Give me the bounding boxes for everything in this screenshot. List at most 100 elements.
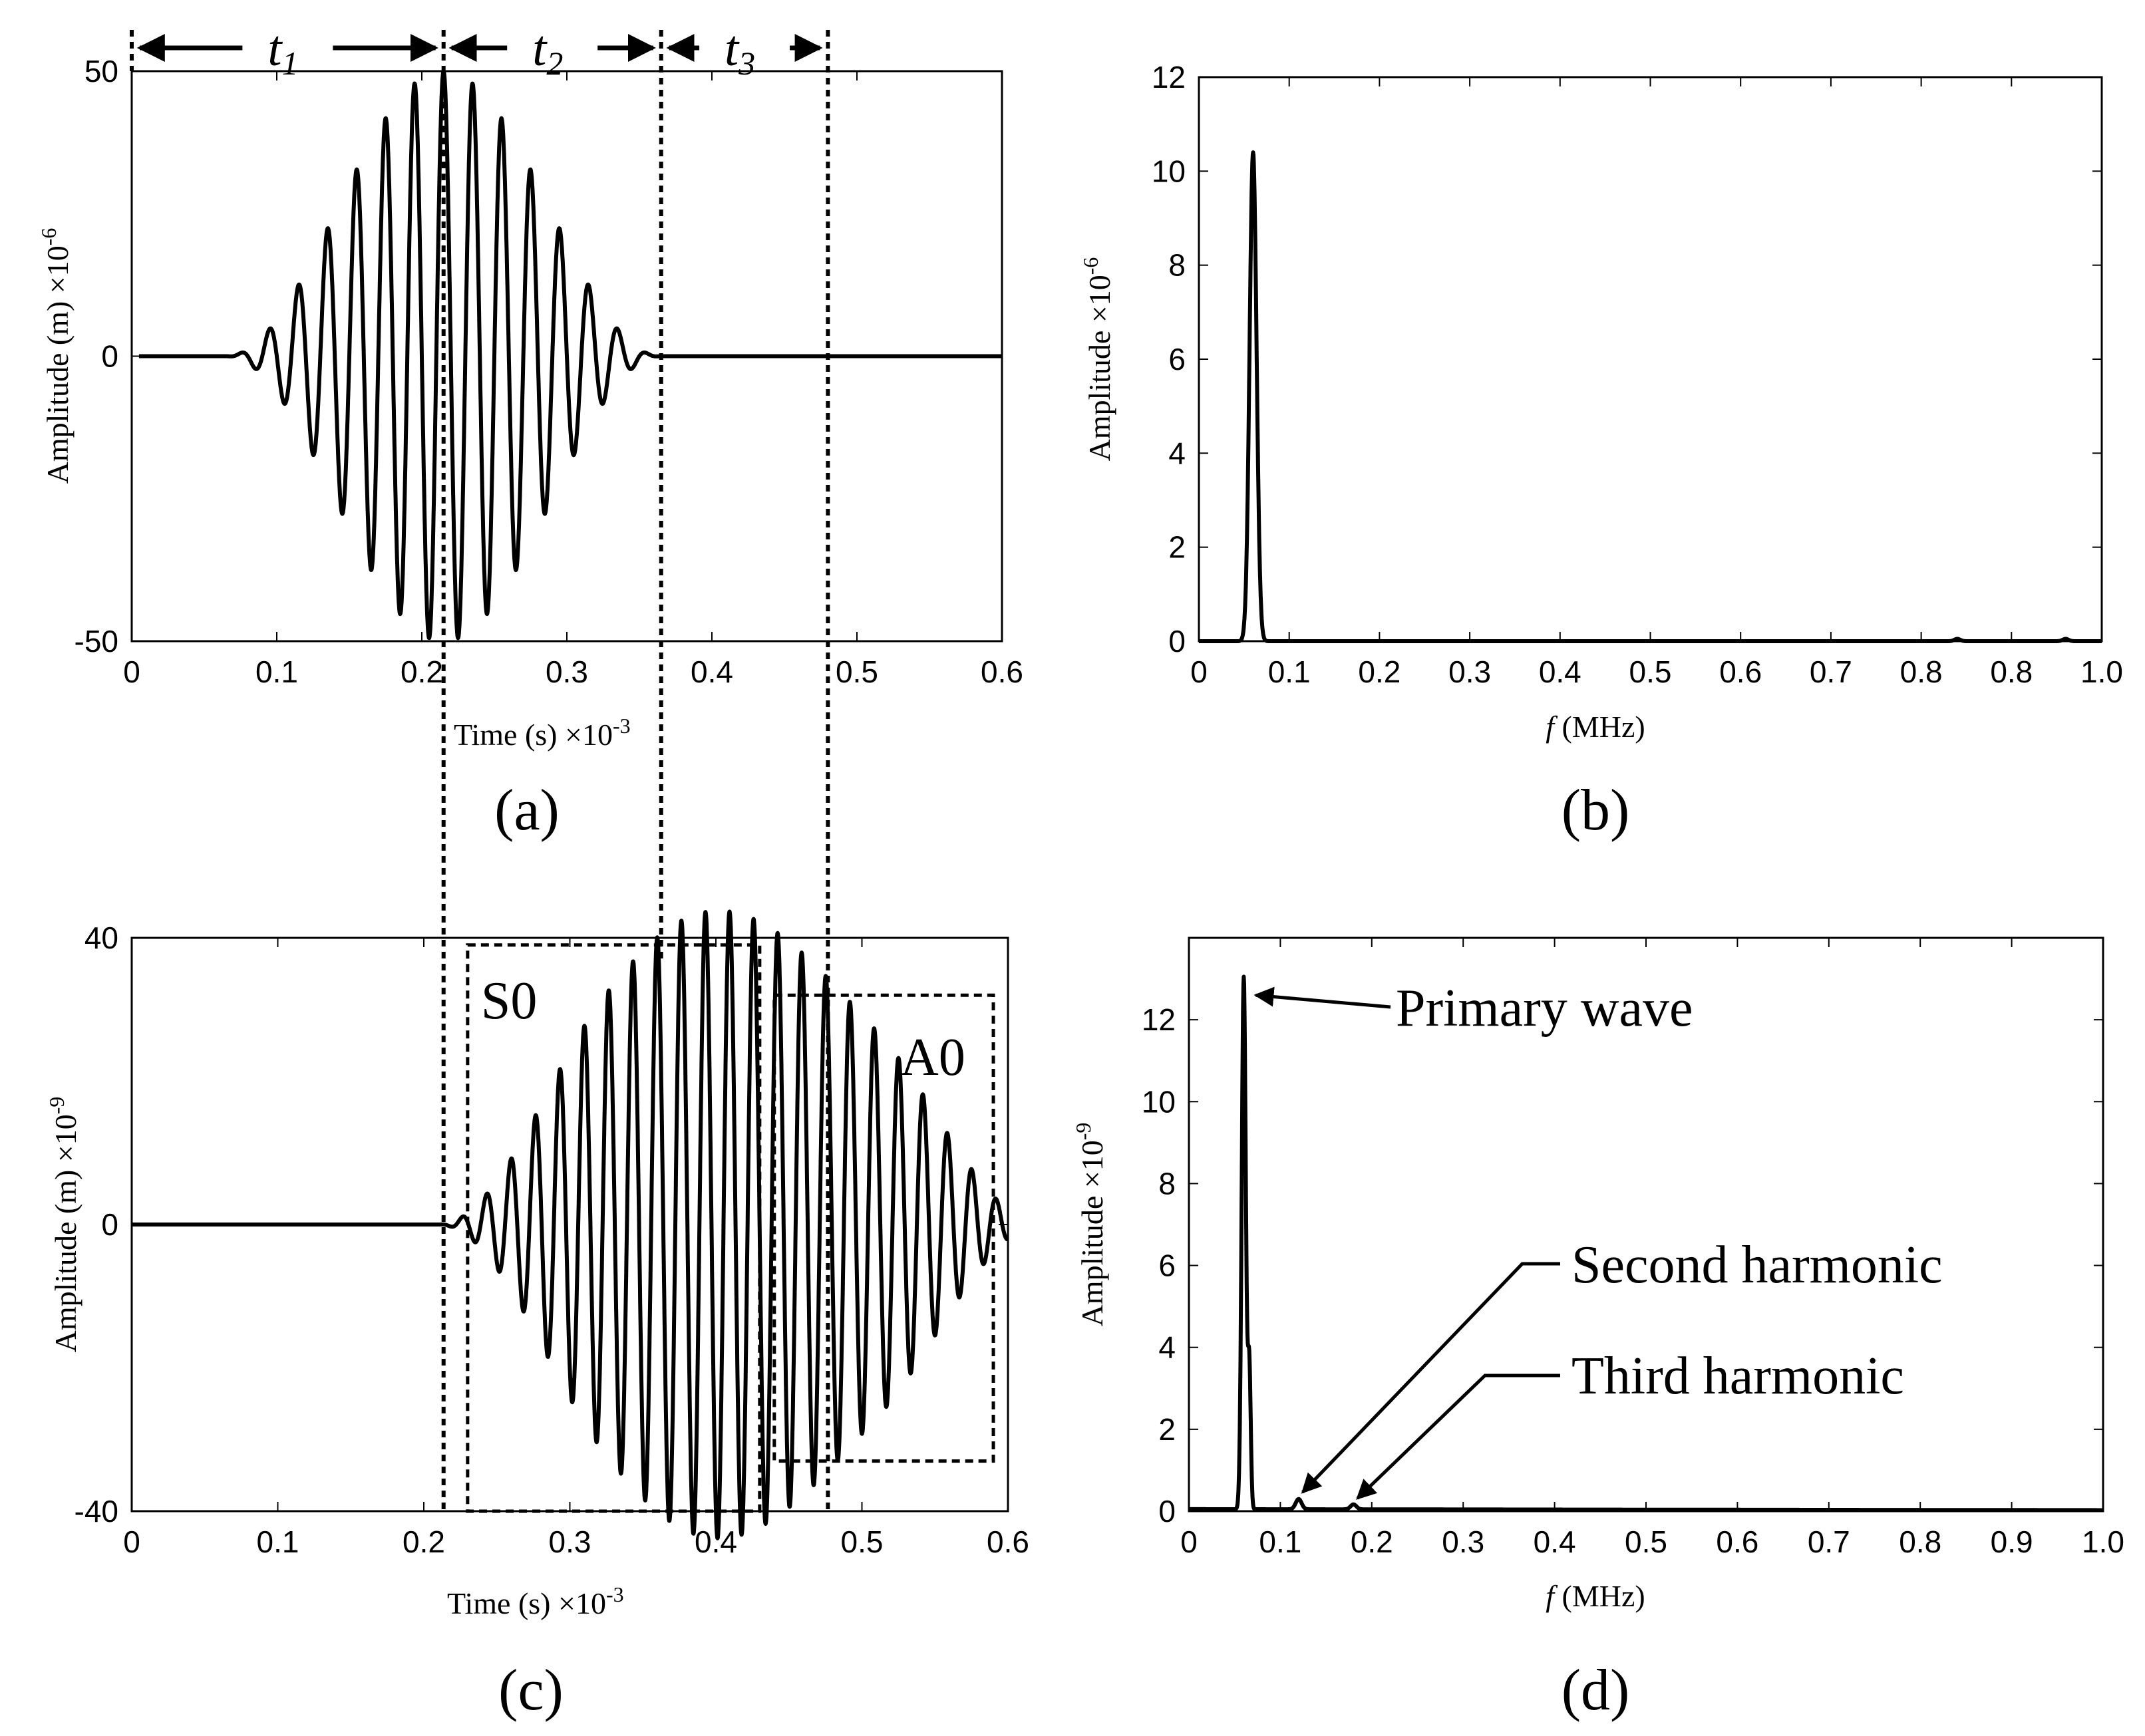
panel-b-x-ticks: 0 0.1 0.2 0.3 0.4 0.5 0.6 0.7 0.8 0.8 1.0 <box>1190 77 2123 689</box>
x-tick-label: 0.9 <box>1991 1524 2033 1559</box>
y-tick-label: 0 <box>101 1207 118 1242</box>
panel-c-x-axis-label: Time (s) ×10-3 <box>447 1582 624 1620</box>
mode-box-s0 <box>466 943 762 1513</box>
y-tick-label: -50 <box>75 624 118 658</box>
panel-c-signal-line <box>130 909 1010 1540</box>
panel-a-plot-area <box>137 69 1004 641</box>
y-tick-label: 8 <box>1158 1166 1176 1201</box>
panel-a-y-ticks: -50 0 50 <box>75 54 1002 658</box>
x-tick-label: 0.4 <box>1534 1524 1576 1559</box>
x-tick-label: 0.6 <box>1716 1524 1758 1559</box>
y-tick-label: 6 <box>1168 342 1186 376</box>
x-tick-label: 0.8 <box>1899 1524 1941 1559</box>
panel-b-spectrum-line <box>1197 150 2104 643</box>
x-tick-label: 0.4 <box>695 1524 737 1559</box>
x-tick-label: 1.0 <box>2082 1524 2124 1559</box>
y-tick-label: 10 <box>1142 1084 1176 1119</box>
panel-c-label: (c) <box>498 1658 564 1723</box>
x-tick-label: 0.6 <box>987 1524 1029 1559</box>
x-tick-label: 0.2 <box>1358 654 1401 689</box>
y-tick-label: 6 <box>1158 1248 1176 1283</box>
annotation-label: Third harmonic <box>1571 1347 1904 1405</box>
x-tick-label: 0 <box>1190 654 1208 689</box>
x-tick-label: 0.4 <box>1539 654 1581 689</box>
panel-b-y-axis-label: Amplitude ×10-6 <box>1078 257 1116 462</box>
x-tick-label: 0.1 <box>1259 1524 1301 1559</box>
mode-label-s0: S0 <box>481 972 538 1030</box>
x-tick-label: 0.2 <box>403 1524 445 1559</box>
x-tick-label: 0.5 <box>841 1524 884 1559</box>
x-tick-label: 0.4 <box>691 654 733 689</box>
panel-b-plot-area <box>1197 150 2104 643</box>
x-tick-label: 0 <box>123 1524 140 1559</box>
panel-d-spectrum: Primary wave Second harmonic Third harmoni… <box>1071 937 2124 1723</box>
mode-box-a0 <box>772 993 995 1463</box>
panel-d-y-axis-label: Amplitude ×10-9 <box>1071 1123 1109 1327</box>
time-window-label: t1 <box>267 21 298 82</box>
time-window-label: t2 <box>532 21 563 82</box>
panel-d-plot-area: Primary wave Second harmonic Third harmoni… <box>1187 974 2105 1513</box>
panel-c-x-ticks: 0 0.1 0.2 0.3 0.4 0.5 0.6 <box>123 938 1029 1559</box>
panel-a-signal-line <box>137 69 1004 641</box>
x-tick-label: 0.7 <box>1808 1524 1850 1559</box>
panel-c-y-ticks: -40 0 40 <box>75 921 1008 1528</box>
y-tick-label: 4 <box>1158 1330 1176 1365</box>
y-tick-label: 0 <box>1158 1494 1176 1528</box>
x-tick-label: 0 <box>123 654 140 689</box>
y-tick-label: 2 <box>1158 1412 1176 1447</box>
y-tick-label: 50 <box>84 54 118 88</box>
x-tick-label: 0 <box>1180 1524 1198 1559</box>
panel-b-x-axis-label: f (MHz) <box>1546 710 1645 744</box>
annotation-label: Second harmonic <box>1571 1236 1943 1294</box>
x-tick-label: 0.1 <box>257 1524 299 1559</box>
panel-b-label: (b) <box>1562 778 1630 843</box>
y-tick-label: 0 <box>101 339 118 374</box>
time-window-label: t3 <box>725 21 755 82</box>
panel-c-y-axis-label: Amplitude (m) ×10-9 <box>45 1097 82 1353</box>
x-tick-label: 0.6 <box>1719 654 1762 689</box>
panel-b-spectrum: 0 0.1 0.2 0.3 0.4 0.5 0.6 0.7 0.8 0.8 1.0 0 2 4 6 8 10 1… <box>1078 60 2123 843</box>
panel-d-x-axis-label: f (MHz) <box>1546 1579 1645 1613</box>
panel-b-axes-box <box>1198 76 2103 643</box>
y-tick-label: 4 <box>1168 436 1186 470</box>
x-tick-label: 0.8 <box>1990 654 2033 689</box>
x-tick-label: 0.5 <box>836 654 878 689</box>
x-tick-label: 0.2 <box>1351 1524 1393 1559</box>
y-tick-label: 12 <box>1142 1002 1176 1037</box>
time-window-overlay: t1 t2 t3 <box>130 21 830 1511</box>
x-tick-label: 0.8 <box>1900 654 1943 689</box>
x-tick-label: 0.5 <box>1629 654 1672 689</box>
annotation-arrow <box>1356 1374 1560 1500</box>
x-tick-label: 0.1 <box>255 654 298 689</box>
mode-label-a0: A0 <box>900 1028 965 1087</box>
y-tick-label: 0 <box>1168 624 1186 658</box>
annotation-label: Primary wave <box>1396 979 1693 1038</box>
panel-a-x-axis-label: Time (s) ×10-3 <box>454 714 631 752</box>
annotation-arrow <box>1301 1262 1560 1494</box>
x-tick-label: 0.2 <box>401 654 443 689</box>
x-tick-label: 0.3 <box>1442 1524 1484 1559</box>
x-tick-label: 0.3 <box>1448 654 1491 689</box>
panel-c-plot-area: S0 A0 <box>130 909 1010 1540</box>
panel-a-label: (a) <box>494 778 560 843</box>
panel-b-y-ticks: 0 2 4 6 8 10 12 <box>1152 60 2102 658</box>
panel-d-y-ticks: 0 2 4 6 8 10 12 <box>1142 1002 2103 1528</box>
x-tick-label: 0.3 <box>549 1524 591 1559</box>
y-tick-label: -40 <box>75 1494 118 1528</box>
panel-d-x-ticks: 0 0.1 0.2 0.3 0.4 0.5 0.6 0.7 0.8 0.9 1.0 <box>1180 938 2124 1559</box>
x-tick-label: 0.3 <box>546 654 588 689</box>
x-tick-label: 0.1 <box>1268 654 1311 689</box>
y-tick-label: 8 <box>1168 248 1186 283</box>
x-tick-label: 1.0 <box>2080 654 2123 689</box>
x-tick-label: 0.6 <box>981 654 1023 689</box>
x-tick-label: 0.7 <box>1810 654 1852 689</box>
y-tick-label: 40 <box>84 921 118 955</box>
panel-a-y-axis-label: Amplitude (m) ×10-6 <box>37 228 75 484</box>
y-tick-label: 10 <box>1152 154 1186 188</box>
annotation-arrow <box>1253 986 1391 1009</box>
panel-a-x-ticks: 0 0.1 0.2 0.3 0.4 0.5 0.6 <box>123 71 1023 689</box>
y-tick-label: 2 <box>1168 530 1186 565</box>
